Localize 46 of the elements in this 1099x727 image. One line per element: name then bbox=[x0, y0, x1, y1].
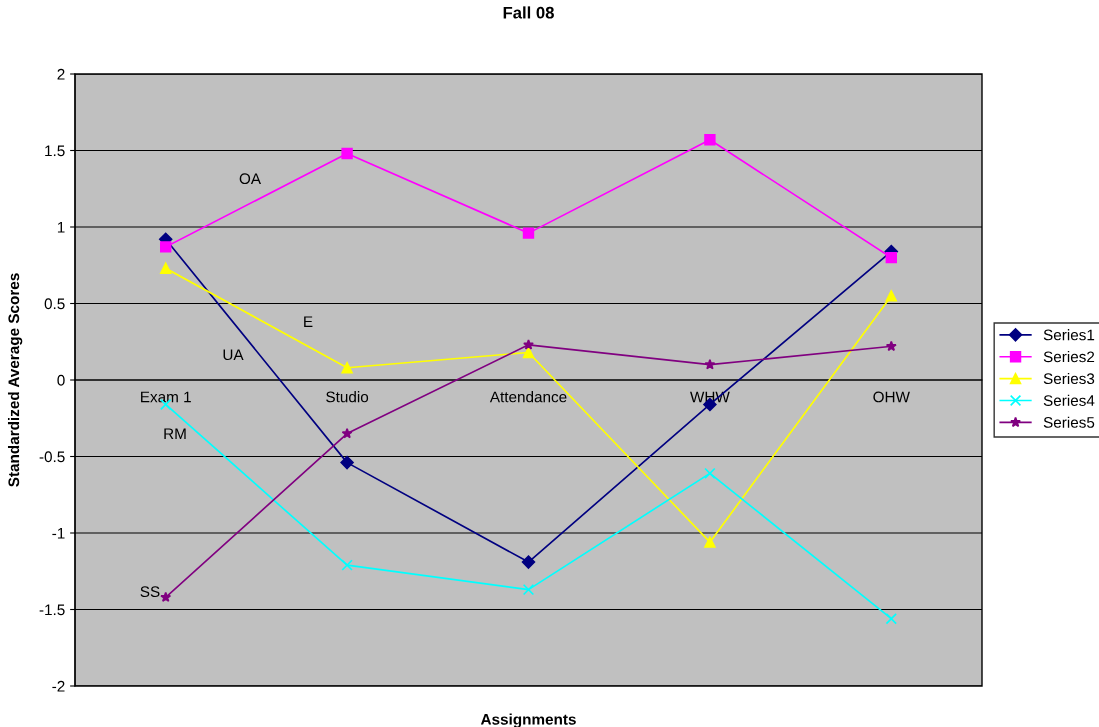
point bbox=[160, 262, 172, 275]
y-tick-label: 2 bbox=[57, 68, 65, 80]
y-axis-title: Standardized Average Scores bbox=[7, 273, 23, 487]
x-tick-label: OHW bbox=[873, 391, 910, 403]
annotation: SS bbox=[140, 586, 160, 598]
point bbox=[523, 339, 534, 350]
point bbox=[341, 147, 353, 160]
point bbox=[340, 455, 354, 470]
legend-label: Series3 bbox=[1043, 372, 1095, 385]
point bbox=[341, 559, 353, 571]
annotation: E bbox=[304, 316, 313, 327]
legend-label: Series4 bbox=[1043, 394, 1095, 406]
y-tick-label: 1 bbox=[57, 222, 65, 233]
annotation: UA bbox=[223, 349, 244, 361]
point bbox=[341, 362, 353, 374]
point bbox=[160, 241, 172, 253]
point bbox=[521, 555, 536, 569]
point bbox=[341, 427, 353, 439]
point bbox=[885, 251, 897, 264]
point bbox=[522, 227, 535, 239]
y-tick-label: -1.5 bbox=[39, 604, 65, 616]
chart-title: Fall 08 bbox=[503, 6, 554, 19]
annotation: RM bbox=[164, 428, 186, 439]
y-tick-label: 0 bbox=[57, 374, 65, 386]
legend-label: Series5 bbox=[1043, 416, 1095, 428]
y-tick-label: 1.5 bbox=[45, 145, 65, 157]
point bbox=[704, 134, 716, 146]
y-tick-label: -1 bbox=[52, 528, 65, 539]
y-tick-label: -2 bbox=[52, 680, 65, 692]
x-axis-title: Assignments bbox=[480, 713, 576, 727]
point bbox=[885, 612, 897, 625]
x-tick-label: Studio bbox=[326, 391, 369, 403]
legend-label: Series2 bbox=[1043, 351, 1095, 363]
y-tick-label: -0.5 bbox=[39, 451, 65, 463]
point bbox=[704, 359, 716, 370]
point bbox=[522, 583, 535, 596]
point bbox=[704, 467, 716, 480]
y-tick-label: 0.5 bbox=[44, 298, 65, 310]
x-tick-label: Exam 1 bbox=[141, 391, 191, 403]
annotation: OA bbox=[239, 173, 262, 185]
point bbox=[885, 340, 897, 352]
legend-label: Series1 bbox=[1043, 329, 1095, 341]
point bbox=[160, 591, 172, 603]
x-tick-label: Attendance bbox=[489, 391, 567, 403]
point bbox=[704, 536, 716, 548]
point bbox=[885, 290, 897, 302]
